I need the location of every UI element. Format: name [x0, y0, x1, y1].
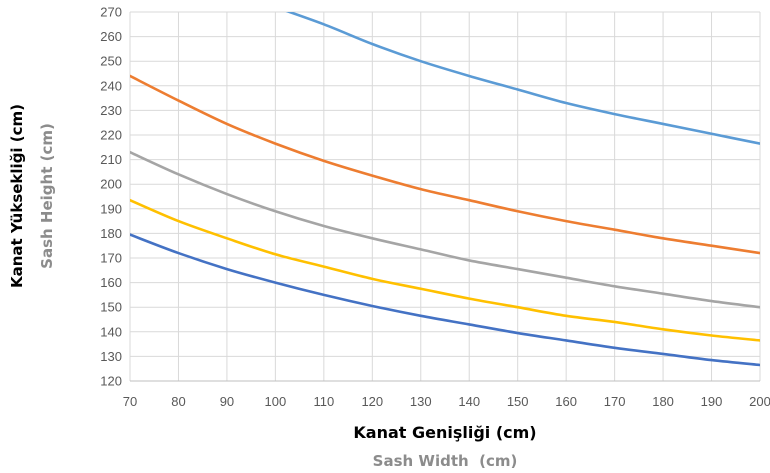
y-axis-title: Kanat Yüksekliği (cm) — [8, 104, 26, 288]
grid — [129, 11, 761, 382]
y-tick-label: 140 — [100, 324, 122, 339]
x-axis-title: Kanat Genişliği (cm) — [353, 423, 536, 442]
y-tick-label: 260 — [100, 29, 122, 44]
y-axis-title-secondary: Sash Height (cm) — [38, 123, 56, 269]
x-tick-label: 80 — [171, 394, 185, 409]
y-tick-label: 210 — [100, 152, 122, 167]
y-tick-label: 250 — [100, 54, 122, 69]
x-tick-label: 180 — [652, 394, 674, 409]
series-line-2 — [130, 74, 760, 255]
y-tick-label: 120 — [100, 374, 122, 389]
x-tick-label: 130 — [410, 394, 432, 409]
x-tick-label: 160 — [555, 394, 577, 409]
x-tick-label: 170 — [604, 394, 626, 409]
x-tick-label: 190 — [701, 394, 723, 409]
x-tick-label: 200 — [749, 394, 770, 409]
series-group — [130, 12, 760, 367]
x-tick-label: 150 — [507, 394, 529, 409]
y-tick-label: 190 — [100, 201, 122, 216]
x-tick-label: 110 — [313, 394, 334, 409]
x-tick-label: 100 — [265, 394, 287, 409]
y-tick-label: 150 — [100, 300, 122, 315]
y-tick-label: 240 — [100, 78, 122, 93]
y-tick-label: 200 — [100, 177, 122, 192]
x-tick-label: 90 — [220, 394, 234, 409]
y-tick-label: 270 — [100, 5, 122, 20]
x-tick-label: 120 — [361, 394, 383, 409]
x-axis-title-secondary: Sash Width (cm) — [373, 452, 518, 470]
series-line-1 — [285, 12, 760, 145]
x-tick-label: 140 — [458, 394, 480, 409]
y-tick-label: 170 — [100, 251, 122, 266]
y-tick-label: 160 — [100, 275, 122, 290]
y-tick-label: 180 — [100, 226, 122, 241]
y-tick-label: 130 — [100, 349, 122, 364]
series-line-4 — [130, 198, 760, 342]
y-tick-label: 230 — [100, 103, 122, 118]
x-tick-label: 70 — [123, 394, 137, 409]
series-line-5 — [130, 233, 760, 367]
y-tick-label: 220 — [100, 128, 122, 143]
tick-labels: 120 130 140 150 160 170 180 190 200 210 220 230 240 2… — [100, 5, 770, 410]
series-line-3 — [130, 150, 760, 309]
